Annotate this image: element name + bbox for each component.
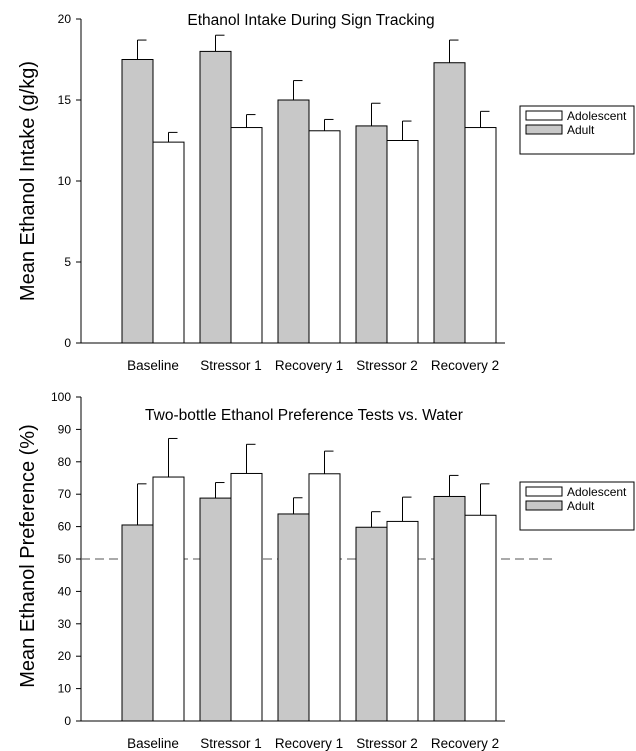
x-tick-label: Stressor 2 bbox=[356, 358, 418, 373]
bar-adolescent bbox=[230, 127, 263, 344]
y-tick-label: 50 bbox=[58, 552, 72, 566]
bar-adolescent bbox=[230, 472, 263, 722]
y-tick-label: 30 bbox=[58, 617, 72, 631]
ethanol-preference-chart: Two-bottle Ethanol Preference Tests vs. … bbox=[17, 390, 635, 751]
y-tick-label: 0 bbox=[64, 336, 71, 350]
y-tick-label: 90 bbox=[58, 422, 72, 436]
x-tick-label: Baseline bbox=[127, 358, 179, 373]
legend-label: Adolescent bbox=[567, 109, 627, 123]
x-tick-label: Baseline bbox=[127, 736, 179, 751]
bar-adolescent bbox=[152, 141, 185, 344]
legend-label: Adult bbox=[567, 499, 595, 513]
y-tick-label: 60 bbox=[58, 520, 72, 534]
y-tick-label: 10 bbox=[58, 682, 72, 696]
bar-adolescent bbox=[464, 514, 497, 722]
y-tick-label: 15 bbox=[58, 93, 72, 107]
y-tick-label: 20 bbox=[58, 649, 72, 663]
x-tick-label: Recovery 1 bbox=[275, 358, 343, 373]
bar-adolescent bbox=[386, 140, 419, 344]
bar-adult bbox=[355, 125, 388, 344]
bars bbox=[121, 34, 497, 344]
bar-adult bbox=[277, 99, 310, 344]
y-tick-label: 10 bbox=[58, 174, 72, 188]
y-tick-label: 80 bbox=[58, 455, 72, 469]
x-tick-label: Stressor 1 bbox=[200, 736, 262, 751]
bar-adolescent bbox=[308, 130, 341, 344]
y-tick-label: 0 bbox=[64, 714, 71, 728]
y-axis-label: Mean Ethanol Intake (g/kg) bbox=[17, 61, 39, 301]
bar-adult bbox=[355, 526, 388, 722]
legend-swatch bbox=[525, 110, 563, 121]
legend-label: Adult bbox=[567, 123, 595, 137]
legend-label: Adolescent bbox=[567, 485, 627, 499]
bar-adolescent bbox=[308, 473, 341, 722]
y-axis-label: Mean Ethanol Preference (%) bbox=[17, 424, 39, 687]
bar-adult bbox=[199, 497, 232, 722]
ethanol-intake-chart: Ethanol Intake During Sign Tracking Mean… bbox=[17, 12, 635, 373]
legend-swatch bbox=[525, 486, 563, 497]
chart-title: Ethanol Intake During Sign Tracking bbox=[187, 12, 434, 29]
y-tick-label: 20 bbox=[58, 12, 72, 26]
bar-adolescent bbox=[152, 476, 185, 722]
bars bbox=[121, 437, 497, 722]
x-axis: Baseline Stressor 1 Recovery 1 Stressor 2 Re… bbox=[127, 736, 499, 751]
x-tick-label: Stressor 1 bbox=[200, 358, 262, 373]
bar-adolescent bbox=[464, 127, 497, 344]
x-tick-label: Recovery 1 bbox=[275, 736, 343, 751]
y-tick-label: 5 bbox=[64, 255, 71, 269]
bar-adult bbox=[121, 59, 154, 344]
bar-adult bbox=[433, 62, 466, 344]
x-tick-label: Stressor 2 bbox=[356, 736, 418, 751]
x-tick-label: Recovery 2 bbox=[431, 736, 499, 751]
legend-swatch bbox=[525, 124, 563, 135]
chart-title: Two-bottle Ethanol Preference Tests vs. … bbox=[145, 407, 463, 424]
y-tick-label: 70 bbox=[58, 487, 72, 501]
y-tick-label: 100 bbox=[51, 390, 71, 404]
bar-adult bbox=[433, 495, 466, 722]
bar-adult bbox=[277, 513, 310, 722]
legend-swatch bbox=[525, 500, 563, 511]
x-axis: Baseline Stressor 1 Recovery 1 Stressor 2 Re… bbox=[127, 358, 499, 373]
bar-adult bbox=[199, 50, 232, 344]
bar-adolescent bbox=[386, 520, 419, 722]
y-tick-label: 40 bbox=[58, 584, 72, 598]
x-tick-label: Recovery 2 bbox=[431, 358, 499, 373]
bar-adult bbox=[121, 524, 154, 722]
